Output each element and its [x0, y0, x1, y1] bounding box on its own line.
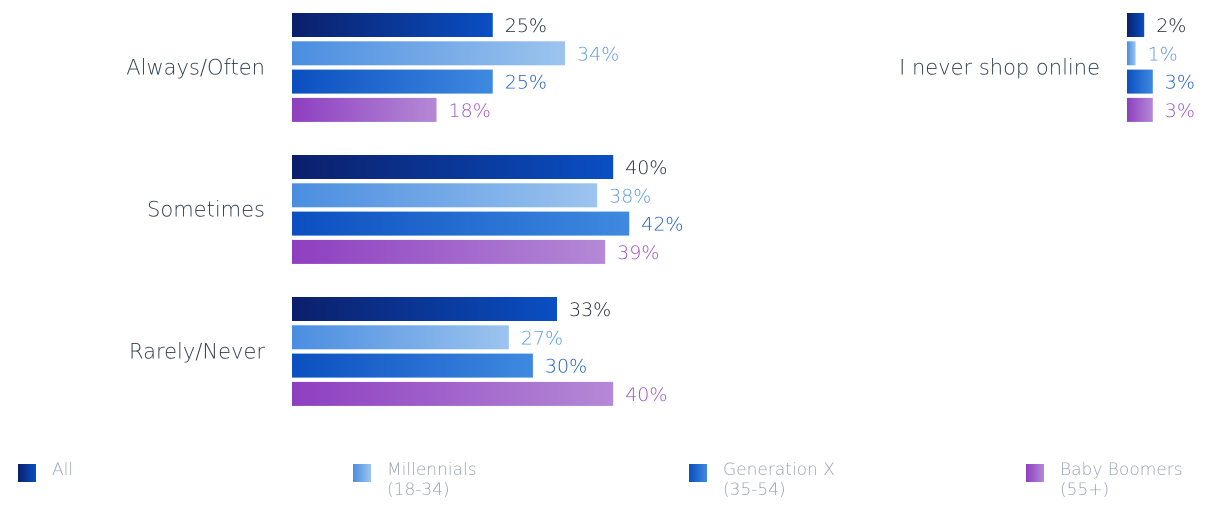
legend-label-genx: Generation X: [723, 460, 835, 480]
legend-item-boomers: Baby Boomers (55+): [1026, 460, 1183, 500]
bar-always-often-millennials: [292, 41, 566, 66]
legend-label-millennials: Millennials: [387, 460, 477, 480]
chart-marks: Always/Often 25% 34% 25% 18% Sometimes 40% 38% 4…: [126, 13, 1195, 406]
value-label-rarely-never-millennials: 27%: [521, 327, 563, 349]
bar-always-often-all: [292, 13, 493, 37]
legend-swatch-millennials: [353, 464, 371, 482]
value-label-i-never-shop-online-all: 2%: [1156, 15, 1186, 37]
bar-rarely-never-all: [292, 297, 557, 321]
legend-swatch-genx: [689, 464, 707, 482]
bar-rarely-never-genx: [292, 353, 533, 378]
value-label-always-often-boomers: 18%: [449, 100, 491, 122]
value-label-sometimes-genx: 42%: [641, 214, 683, 236]
value-label-rarely-never-boomers: 40%: [625, 384, 667, 406]
category-label-i-never-shop-online: I never shop online: [899, 55, 1100, 79]
bar-i-never-shop-online-genx: [1127, 69, 1153, 94]
legend-item-millennials: Millennials (18-34): [353, 460, 477, 500]
bar-i-never-shop-online-millennials: [1127, 41, 1136, 66]
bar-rarely-never-millennials: [292, 325, 509, 350]
value-label-sometimes-all: 40%: [625, 157, 667, 179]
value-label-i-never-shop-online-boomers: 3%: [1165, 100, 1195, 122]
value-label-always-often-all: 25%: [505, 15, 547, 37]
bar-always-often-genx: [292, 69, 493, 94]
legend-item-genx: Generation X (35-54): [689, 460, 835, 500]
legend-item-all: All: [18, 460, 73, 482]
bar-rarely-never-boomers: [292, 381, 614, 406]
value-label-rarely-never-genx: 30%: [545, 356, 587, 378]
value-label-i-never-shop-online-genx: 3%: [1165, 72, 1195, 94]
bar-sometimes-millennials: [292, 183, 598, 208]
category-label-always-often: Always/Often: [126, 55, 265, 79]
legend: All Millennials (18-34) Generation X (35…: [0, 460, 1214, 507]
bar-i-never-shop-online-all: [1127, 13, 1145, 37]
category-label-rarely-never: Rarely/Never: [129, 339, 265, 363]
legend-label-boomers: Baby Boomers: [1060, 460, 1183, 480]
bar-sometimes-boomers: [292, 239, 606, 264]
legend-swatch-boomers: [1026, 464, 1044, 482]
legend-sublabel-boomers: (55+): [1060, 480, 1110, 500]
bar-always-often-boomers: [292, 97, 437, 122]
bar-i-never-shop-online-boomers: [1127, 97, 1153, 122]
bar-sometimes-genx: [292, 211, 630, 236]
legend-sublabel-genx: (35-54): [723, 480, 786, 500]
value-label-sometimes-boomers: 39%: [617, 242, 659, 264]
value-label-rarely-never-all: 33%: [569, 299, 611, 321]
value-label-always-often-genx: 25%: [505, 72, 547, 94]
legend-sublabel-millennials: (18-34): [387, 480, 450, 500]
value-label-sometimes-millennials: 38%: [609, 185, 651, 207]
legend-swatch-all: [18, 464, 36, 482]
category-label-sometimes: Sometimes: [147, 197, 265, 221]
legend-label-all: All: [52, 460, 74, 480]
value-label-i-never-shop-online-millennials: 1%: [1148, 43, 1178, 65]
bar-sometimes-all: [292, 155, 614, 179]
value-label-always-often-millennials: 34%: [577, 43, 619, 65]
bar-chart: Always/Often 25% 34% 25% 18% Sometimes 40% 38% 4…: [126, 13, 1195, 406]
